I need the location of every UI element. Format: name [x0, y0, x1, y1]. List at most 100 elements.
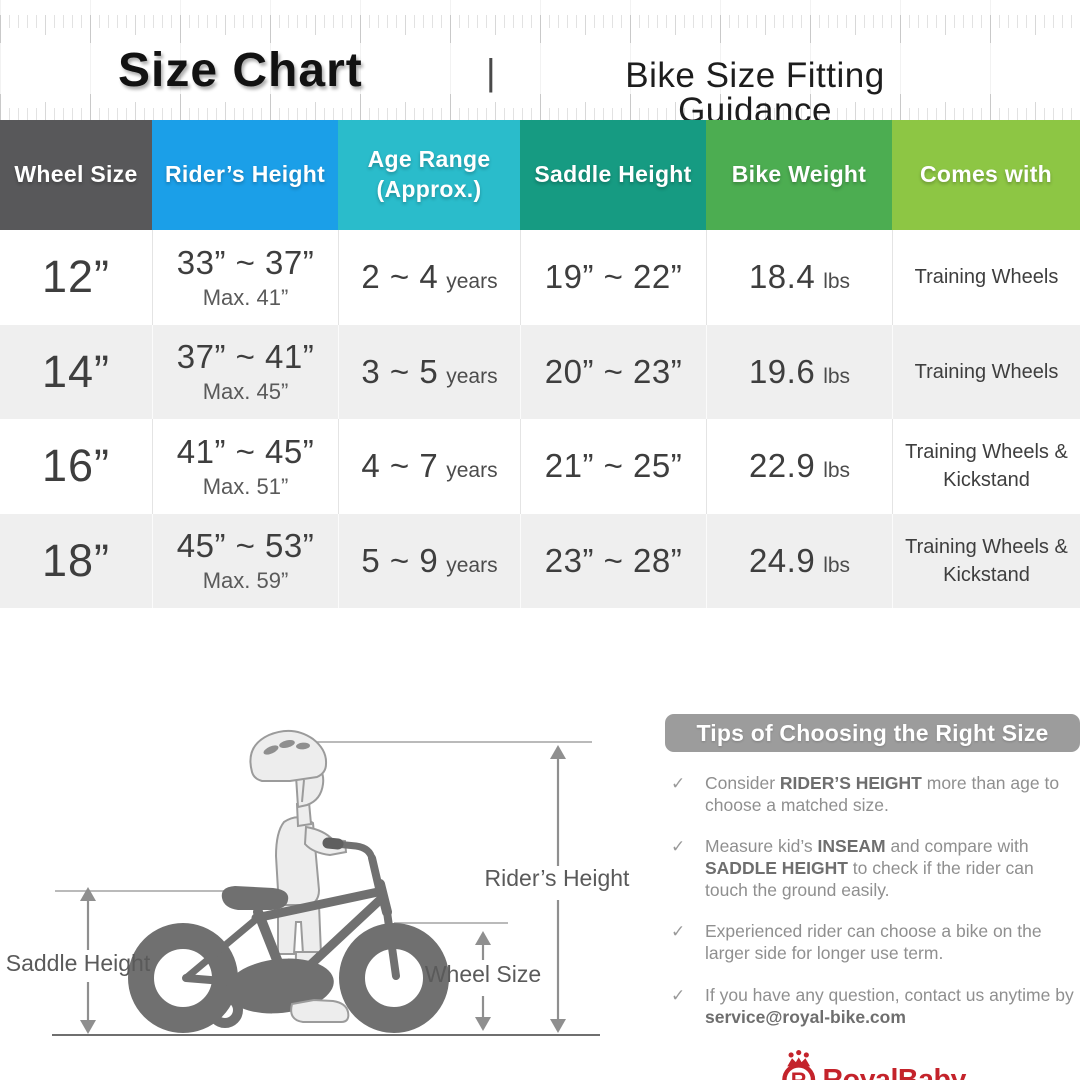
age-range-unit: years	[446, 364, 498, 388]
bike-weight-unit: lbs	[823, 364, 851, 388]
tip-text: If you have any question, contact us any…	[705, 985, 1080, 1028]
cell-wheel-size: 18”	[0, 513, 152, 608]
column-header-label: Bike Weight	[731, 161, 867, 188]
bike-weight-group: 18.4 lbs	[749, 258, 850, 296]
bike-weight-group: 19.6 lbs	[749, 353, 850, 391]
cell-saddle-height: 20” ~ 23”	[520, 324, 706, 419]
tip-text-part: and compare with	[885, 836, 1029, 857]
reference-lines	[55, 741, 592, 924]
saddle-height-value: 19” ~ 22”	[544, 258, 683, 296]
cell-age-range: 3 ~ 5 years	[338, 324, 520, 419]
age-range-unit: years	[446, 459, 498, 483]
column-header-label: Wheel Size	[14, 161, 138, 188]
column-header-bike-weight: Bike Weight	[706, 120, 892, 230]
tip-text-emphasis: SADDLE HEIGHT	[705, 858, 848, 879]
check-icon: ✓	[671, 774, 686, 793]
age-range-unit: years	[446, 553, 498, 577]
cell-wheel-size: 12”	[0, 230, 152, 325]
cell-bike-weight: 22.9 lbs	[706, 419, 892, 514]
column-header-label: Saddle Height	[534, 161, 692, 188]
age-range-group: 2 ~ 4 years	[361, 258, 497, 296]
age-range-value: 3 ~ 5	[361, 352, 439, 390]
tip-text-part: Consider	[705, 773, 780, 793]
wheel-size-value: 14”	[41, 345, 111, 397]
column-header-age-range: Age Range (Approx.)	[338, 120, 520, 230]
age-range-group: 5 ~ 9 years	[361, 542, 497, 580]
wheel-size-value: 16”	[41, 440, 111, 492]
riders-height-value: 37” ~ 41”	[176, 338, 315, 376]
cell-riders-height: 37” ~ 41” Max. 45”	[152, 324, 338, 419]
bike-weight-value: 18.4	[748, 258, 816, 296]
cell-bike-weight: 19.6 lbs	[706, 324, 892, 419]
column-header-comes-with: Comes with	[892, 120, 1080, 230]
child-silhouette	[249, 729, 348, 1008]
tip-item: ✓ If you have any question, contact us an…	[671, 985, 1080, 1028]
bike-silhouette	[128, 837, 449, 1033]
tip-text: Consider RIDER’S HEIGHT more than age to…	[705, 773, 1080, 816]
cell-riders-height: 33” ~ 37” Max. 41”	[152, 230, 338, 325]
tip-text-part: more than age to choose a matched size.	[705, 773, 1060, 815]
tips-list: ✓ Consider RIDER’S HEIGHT more than age t…	[665, 773, 1080, 1028]
measurement-arrows	[80, 745, 566, 1034]
tip-text-part: Measure kid’s	[705, 836, 818, 857]
bike-weight-group: 22.9 lbs	[749, 447, 850, 485]
saddle-height-value: 21” ~ 25”	[544, 447, 683, 485]
comes-with-value: Training Wheels	[914, 266, 1059, 289]
age-range-value: 4 ~ 7	[361, 447, 439, 485]
wheel-size-value: 18”	[41, 534, 111, 586]
saddle-height-label: Saddle Height	[6, 950, 151, 976]
tip-text-part: If you have any question, contact us any…	[705, 984, 1074, 1005]
column-header-wheel-size: Wheel Size	[0, 120, 152, 230]
bike-weight-unit: lbs	[823, 553, 851, 577]
tips-title-band: Tips of Choosing the Right Size	[665, 714, 1080, 752]
cell-bike-weight: 18.4 lbs	[706, 230, 892, 325]
tip-item: ✓ Consider RIDER’S HEIGHT more than age t…	[671, 773, 1080, 816]
masthead: Size Chart | Bike Size Fitting Guidance	[0, 0, 1080, 128]
tip-item: ✓ Measure kid’s INSEAM and compare with S…	[671, 836, 1080, 901]
riders-height-value: 33” ~ 37”	[176, 243, 315, 281]
age-range-value: 2 ~ 4	[361, 258, 439, 296]
saddle-height-value: 20” ~ 23”	[544, 352, 683, 390]
rider-height-label: Rider’s Height	[485, 865, 630, 891]
riders-height-max: Max. 59”	[202, 568, 289, 594]
cell-age-range: 2 ~ 4 years	[338, 230, 520, 325]
tip-text: Experienced rider can choose a bike on t…	[705, 921, 1080, 964]
ruler-ticks-top	[0, 15, 1080, 43]
tip-text-emphasis: RIDER’S HEIGHT	[779, 773, 922, 793]
cell-comes-with: Training Wheels & Kickstand	[892, 513, 1080, 608]
tip-text: Measure kid’s INSEAM and compare with SA…	[705, 836, 1080, 901]
brand-name: RoyalBaby	[822, 1064, 966, 1080]
brand-logo-row: R RoyalBaby	[665, 1048, 1080, 1080]
bike-weight-value: 24.9	[748, 541, 816, 579]
wheel-size-label: Wheel Size	[425, 961, 541, 987]
column-header-label: Comes with	[919, 161, 1053, 188]
bike-fit-diagram: Saddle Height Rider’s Height Wheel Size	[6, 729, 630, 1036]
cell-age-range: 4 ~ 7 years	[338, 419, 520, 514]
tip-text-emphasis: INSEAM	[817, 836, 886, 857]
bike-weight-value: 19.6	[748, 352, 816, 390]
tip-item: ✓ Experienced rider can choose a bike on …	[671, 921, 1080, 964]
column-header-label: Age Range	[367, 146, 491, 173]
riders-height-max: Max. 45”	[202, 379, 289, 405]
logo-monogram: R	[790, 1068, 806, 1080]
cell-riders-height: 41” ~ 45” Max. 51”	[152, 419, 338, 514]
column-header-label2: (Approx.)	[376, 176, 482, 202]
check-icon: ✓	[671, 922, 686, 942]
comes-with-value: Training Wheels	[914, 360, 1059, 383]
wheel-size-value: 12”	[41, 251, 111, 303]
age-range-unit: years	[446, 270, 498, 294]
check-icon: ✓	[671, 985, 686, 1005]
cell-saddle-height: 23” ~ 28”	[520, 513, 706, 608]
cell-comes-with: Training Wheels	[892, 230, 1080, 325]
comes-with-value: Training Wheels & Kickstand	[905, 441, 1068, 492]
riders-height-value: 45” ~ 53”	[176, 527, 315, 565]
crown-icon	[786, 1050, 810, 1067]
page-title: Size Chart	[118, 44, 363, 97]
column-header-saddle-height: Saddle Height	[520, 120, 706, 230]
bike-weight-value: 22.9	[748, 447, 816, 485]
cell-bike-weight: 24.9 lbs	[706, 513, 892, 608]
cell-age-range: 5 ~ 9 years	[338, 513, 520, 608]
tip-text-emphasis: service@royal-bike.com	[705, 1006, 906, 1027]
cell-saddle-height: 19” ~ 22”	[520, 230, 706, 325]
check-icon: ✓	[671, 837, 686, 857]
